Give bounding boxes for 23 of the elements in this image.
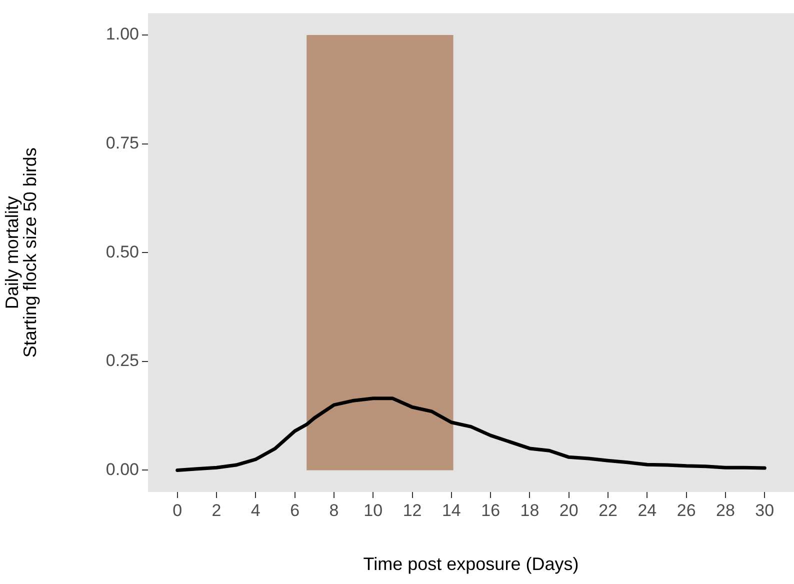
- x-tick-label: 26: [676, 500, 696, 520]
- y-tick-label: 1.00: [106, 24, 139, 44]
- y-axis-title: Daily mortality Starting flock size 50 birds: [2, 148, 40, 358]
- x-axis-title: Time post exposure (Days): [363, 554, 579, 574]
- x-tick-label: 0: [172, 500, 182, 520]
- x-tick-label: 30: [755, 500, 774, 520]
- x-tick-label: 20: [559, 500, 578, 520]
- y-tick-label: 0.75: [106, 133, 139, 152]
- y-tick-label: 0.25: [106, 351, 139, 370]
- x-tick-label: 24: [638, 500, 657, 520]
- y-tick-label: 0.00: [106, 460, 139, 479]
- x-tick-label: 4: [250, 500, 260, 520]
- x-tick-label: 6: [290, 500, 300, 520]
- x-tick-label: 8: [329, 500, 339, 520]
- x-tick-label: 2: [212, 500, 222, 520]
- y-tick-label: 0.50: [106, 242, 139, 262]
- x-tick-label: 22: [598, 500, 618, 520]
- x-tick-label: 18: [520, 500, 540, 520]
- x-tick-label: 14: [442, 500, 461, 520]
- x-tick-label: 16: [481, 500, 500, 520]
- x-tick-label: 10: [364, 500, 383, 520]
- x-tick-label: 12: [402, 500, 422, 520]
- x-tick-label: 28: [716, 500, 735, 520]
